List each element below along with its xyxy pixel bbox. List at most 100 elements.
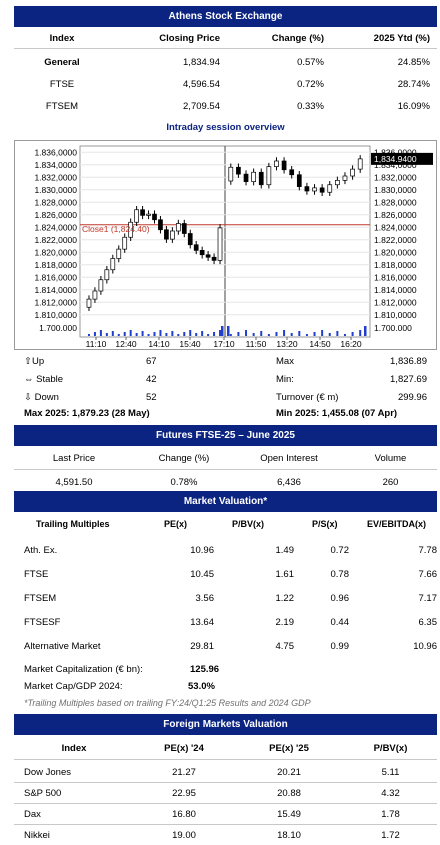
volume-bars <box>87 326 367 336</box>
stable-label: Stable <box>36 374 64 385</box>
volume-bar <box>165 333 168 336</box>
candle-body <box>296 174 302 187</box>
valuation-value: 0.44 <box>330 616 350 628</box>
volume-bar <box>195 333 198 336</box>
candle-body <box>211 256 217 261</box>
foreign-value: 16.80 <box>172 808 196 820</box>
valuation-value: 1.49 <box>275 544 295 556</box>
y-tick-label: 1.814,0000 <box>34 285 77 295</box>
down-stat: ⇩ Down <box>24 392 59 403</box>
volume-bar <box>87 334 90 336</box>
closing-price: 4,596.54 <box>183 78 220 90</box>
turnover-label: Turnover (€ m) <box>276 392 339 403</box>
volume-axis-label: 1.700.000 <box>374 323 412 333</box>
y-tick-label: 1.810,0000 <box>34 310 77 320</box>
x-tick-label: 12:40 <box>115 339 137 349</box>
valuation-value: 6.35 <box>418 616 438 628</box>
foreign-value: 20.88 <box>277 787 301 799</box>
volume-bar <box>189 330 192 336</box>
intraday-chart-svg: 1.810,0000 1.810,0000 1.812,0000 1.812,0000… <box>14 140 437 350</box>
ytd-value: 16.09% <box>397 100 430 112</box>
ytd-value: 24.85% <box>397 56 430 68</box>
candle-body <box>128 221 134 238</box>
foreign-value: 4.32 <box>381 787 400 799</box>
y-tick-label: 1.834,0000 <box>34 160 77 170</box>
x-tick-label: 16:20 <box>340 339 362 349</box>
valuation-value: 10.96 <box>413 640 437 652</box>
valuation-value: 29.81 <box>190 640 214 652</box>
volume-axis-label: 1.700.000 <box>39 323 77 333</box>
change-value: 0.57% <box>297 56 324 68</box>
volume-bar <box>275 332 278 336</box>
y-tick-label: 1.828,0000 <box>374 197 417 207</box>
y-tick-label: 1.820,0000 <box>34 247 77 257</box>
foreign-header-row: Index PE(x) '24 PE(x) '25 P/BV(x) <box>14 740 437 756</box>
col-ytd: 2025 Ytd (%) <box>373 32 430 44</box>
foreign-row: Nikkei 19.00 18.10 1.72 <box>14 827 437 843</box>
valuation-value: 2.19 <box>275 616 295 628</box>
candle-body <box>104 269 110 281</box>
foreign-index-name: Dow Jones <box>24 766 71 778</box>
divider <box>14 469 437 470</box>
candle-body <box>319 187 325 193</box>
x-tick-label: 11:50 <box>246 339 267 349</box>
volume-bar <box>364 326 367 336</box>
volume-bar <box>159 330 162 336</box>
futures-header-row: Last Price Change (%) Open Interest Volu… <box>14 450 437 466</box>
candle-body <box>357 158 363 170</box>
volume-bar <box>283 330 286 336</box>
valuation-market-name: FTSESF <box>24 616 61 628</box>
valuation-title: Market Valuation* <box>14 491 437 512</box>
exchange-title: Athens Stock Exchange <box>14 6 437 27</box>
volume-bar <box>351 332 354 336</box>
valuation-market-name: FTSEM <box>24 592 57 604</box>
y-tick-label: 1.828,0000 <box>34 197 77 207</box>
candle-body <box>134 209 139 223</box>
volume-bar <box>227 326 230 336</box>
candle-body <box>116 248 122 259</box>
candle-body <box>122 236 128 250</box>
x-tick-label: 14:10 <box>148 339 170 349</box>
foreign-value: 19.00 <box>172 829 196 841</box>
candle-body <box>199 250 205 256</box>
candle-body <box>258 171 264 186</box>
candle-body <box>164 229 169 240</box>
volume-bar <box>123 332 126 336</box>
col-volume: Volume <box>374 452 407 464</box>
min-value: 1,827.69 <box>390 374 427 385</box>
divider <box>14 48 437 49</box>
volume-bar <box>171 331 174 336</box>
turnover-value: 299.96 <box>397 392 427 403</box>
volume-bar <box>359 330 362 336</box>
y-tick-label: 1.814,0000 <box>374 285 417 295</box>
candle-body <box>335 180 340 186</box>
foreign-index-name: Dax <box>24 808 41 820</box>
candle-body <box>266 166 272 186</box>
y-tick-label: 1.826,0000 <box>374 210 417 220</box>
candle-body <box>342 175 348 181</box>
volume-bar <box>153 332 156 336</box>
volume-bar <box>313 332 316 336</box>
y-tick-label: 1.812,0000 <box>374 297 417 307</box>
cap-gdp-label: Market Cap/GDP 2024: <box>24 681 123 692</box>
candles <box>86 155 363 311</box>
candle-body <box>304 186 310 192</box>
candle-body <box>187 233 193 246</box>
candle-body <box>158 219 163 231</box>
valuation-value: 13.64 <box>190 616 214 628</box>
x-tick-label: 13:20 <box>276 339 298 349</box>
candle-body <box>193 244 199 251</box>
volume-bar <box>305 334 308 336</box>
col-ps: P/S(x) <box>312 519 338 529</box>
foreign-index-name: Nikkei <box>24 829 50 841</box>
index-name: General <box>44 56 80 68</box>
x-tick-label: 17:10 <box>213 339 235 349</box>
volume-bar <box>343 334 346 336</box>
valuation-market-name: FTSE <box>24 568 49 580</box>
y-tick-label: 1.830,0000 <box>374 185 417 195</box>
volume-bar <box>93 332 96 336</box>
futures-volume: 260 <box>382 476 399 488</box>
change-value: 0.72% <box>297 78 324 90</box>
candle-body <box>98 279 104 292</box>
candle-body <box>350 168 355 177</box>
